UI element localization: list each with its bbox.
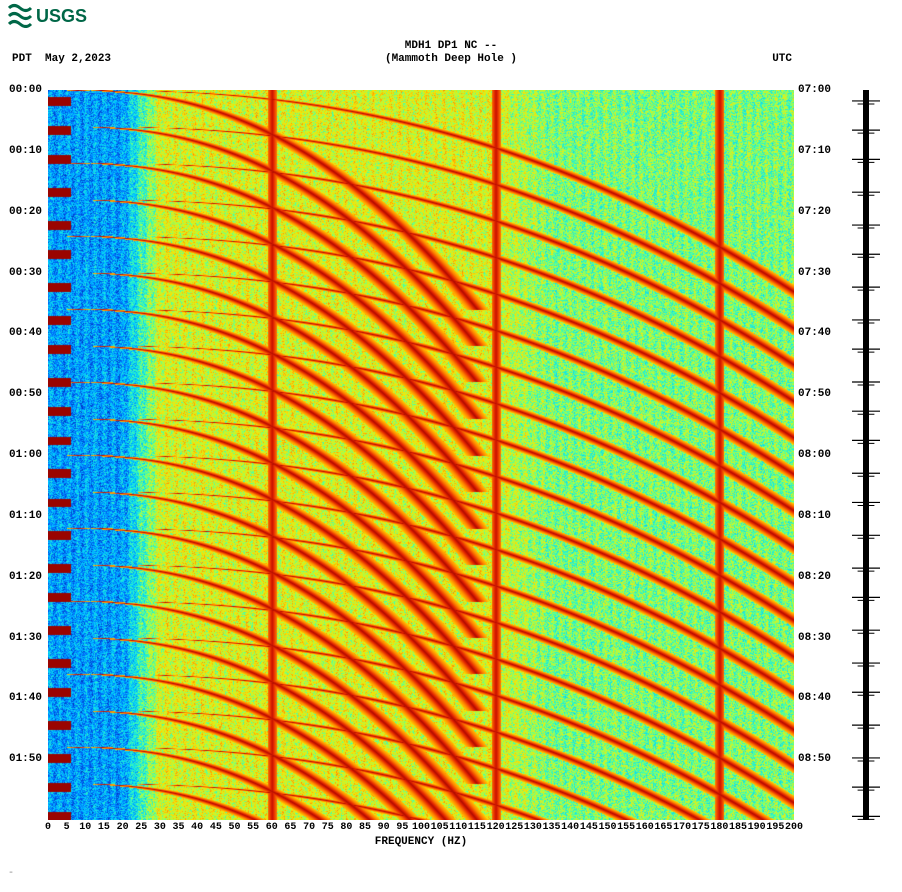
y-left-tick: 00:50 [0, 388, 44, 400]
y-left-tick: 00:30 [0, 267, 44, 279]
y-right-tick: 07:40 [796, 327, 844, 339]
y-right-tick: 07:10 [796, 145, 844, 157]
x-tick: 100 [412, 822, 430, 833]
x-tick: 130 [524, 822, 542, 833]
x-tick: 30 [154, 822, 166, 833]
x-tick: 50 [228, 822, 240, 833]
x-tick: 185 [729, 822, 747, 833]
x-tick: 145 [580, 822, 598, 833]
y-axis-right-ticks: 07:0007:1007:2007:3007:4007:5008:0008:10… [796, 90, 844, 820]
x-tick: 180 [710, 822, 728, 833]
x-tick: 170 [673, 822, 691, 833]
x-tick: 80 [340, 822, 352, 833]
x-tick: 135 [543, 822, 561, 833]
y-right-tick: 08:50 [796, 753, 844, 765]
x-tick: 165 [654, 822, 672, 833]
y-right-tick: 07:00 [796, 84, 844, 96]
x-tick: 60 [266, 822, 278, 833]
x-tick: 40 [191, 822, 203, 833]
x-tick: 200 [785, 822, 803, 833]
x-tick: 0 [45, 822, 51, 833]
header-right-tz: UTC [772, 53, 792, 65]
y-left-tick: 00:00 [0, 84, 44, 96]
y-axis-left-ticks: 00:0000:1000:2000:3000:4000:5001:0001:10… [0, 90, 44, 820]
y-right-tick: 08:10 [796, 510, 844, 522]
x-tick: 150 [598, 822, 616, 833]
x-tick: 15 [98, 822, 110, 833]
x-tick: 120 [487, 822, 505, 833]
usgs-logo: USGS [8, 2, 100, 28]
waveform-strip [852, 90, 880, 820]
x-tick: 105 [431, 822, 449, 833]
x-tick: 65 [284, 822, 296, 833]
x-tick: 125 [505, 822, 523, 833]
y-right-tick: 08:40 [796, 692, 844, 704]
x-tick: 55 [247, 822, 259, 833]
waveform-bar [863, 90, 869, 820]
x-tick: 20 [117, 822, 129, 833]
y-left-tick: 01:20 [0, 571, 44, 583]
x-tick: 85 [359, 822, 371, 833]
x-tick: 175 [692, 822, 710, 833]
plot-title: MDH1 DP1 NC -- (Mammoth Deep Hole ) [0, 40, 902, 66]
x-tick: 155 [617, 822, 635, 833]
x-axis-label: FREQUENCY (HZ) [48, 836, 794, 848]
y-left-tick: 01:30 [0, 632, 44, 644]
x-tick: 10 [79, 822, 91, 833]
y-right-tick: 07:50 [796, 388, 844, 400]
y-right-tick: 07:30 [796, 267, 844, 279]
x-tick: 140 [561, 822, 579, 833]
title-line-1: MDH1 DP1 NC -- [0, 40, 902, 53]
spectrogram-plot [48, 90, 794, 820]
x-tick: 95 [396, 822, 408, 833]
x-tick: 195 [766, 822, 784, 833]
x-tick: 35 [173, 822, 185, 833]
y-right-tick: 08:20 [796, 571, 844, 583]
y-left-tick: 01:40 [0, 692, 44, 704]
y-left-tick: 00:40 [0, 327, 44, 339]
x-tick: 110 [449, 822, 467, 833]
title-line-2: (Mammoth Deep Hole ) [0, 53, 902, 66]
y-left-tick: 00:10 [0, 145, 44, 157]
x-tick: 160 [636, 822, 654, 833]
footer-mark: - [8, 868, 14, 879]
y-left-tick: 01:10 [0, 510, 44, 522]
y-left-tick: 01:50 [0, 753, 44, 765]
spectrogram-canvas [48, 90, 794, 820]
x-tick: 75 [322, 822, 334, 833]
x-tick: 190 [748, 822, 766, 833]
y-left-tick: 00:20 [0, 206, 44, 218]
y-right-tick: 08:30 [796, 632, 844, 644]
waveform-svg [852, 90, 880, 820]
x-tick: 45 [210, 822, 222, 833]
right-tz-label: UTC [772, 53, 792, 65]
x-tick: 5 [64, 822, 70, 833]
x-tick: 115 [468, 822, 486, 833]
y-left-tick: 01:00 [0, 449, 44, 461]
x-tick: 70 [303, 822, 315, 833]
x-tick: 90 [378, 822, 390, 833]
x-tick: 25 [135, 822, 147, 833]
usgs-logo-text: USGS [36, 6, 87, 26]
y-right-tick: 07:20 [796, 206, 844, 218]
y-right-tick: 08:00 [796, 449, 844, 461]
